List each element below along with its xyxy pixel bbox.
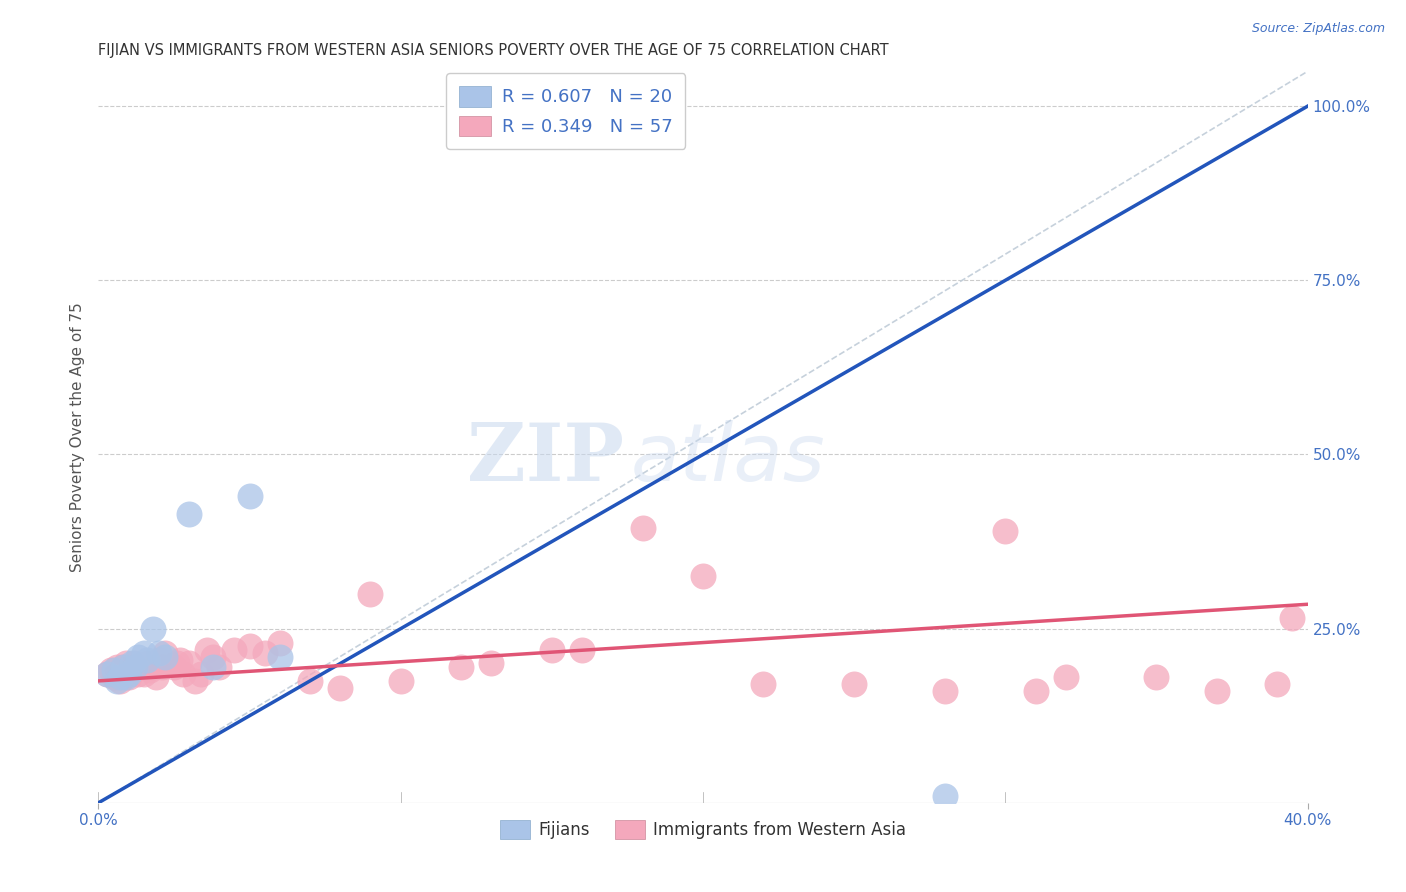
Point (118, 670, 141, 684)
Point (360, 587, 382, 601)
Point (121, 664, 143, 678)
Point (269, 649, 291, 664)
Point (118, 667, 141, 681)
Point (132, 646, 155, 660)
Point (208, 660, 231, 674)
Point (1206, 684, 1229, 698)
Point (329, 681, 352, 695)
Point (103, 670, 125, 684)
Point (163, 660, 186, 674)
Point (202, 649, 225, 664)
Point (190, 667, 212, 681)
Point (118, 667, 141, 681)
Point (127, 667, 149, 681)
Point (166, 657, 188, 671)
Point (253, 646, 276, 660)
Point (934, 684, 956, 698)
Text: FIJIAN VS IMMIGRANTS FROM WESTERN ASIA SENIORS POVERTY OVER THE AGE OF 75 CORREL: FIJIAN VS IMMIGRANTS FROM WESTERN ASIA S… (98, 43, 889, 58)
Point (153, 649, 176, 664)
Point (934, 789, 956, 803)
Point (105, 660, 128, 674)
Point (195, 642, 218, 657)
Text: ZIP: ZIP (467, 420, 624, 498)
Point (1024, 684, 1046, 698)
Point (111, 660, 134, 674)
Point (124, 657, 146, 671)
Point (108, 673, 131, 688)
Point (124, 660, 146, 674)
Point (184, 673, 207, 688)
Point (129, 660, 152, 674)
Point (299, 673, 322, 688)
Point (844, 677, 866, 691)
Point (127, 649, 149, 664)
Point (692, 569, 714, 583)
Point (450, 660, 472, 674)
Point (100, 664, 122, 678)
Point (153, 646, 176, 660)
Point (121, 657, 143, 671)
Point (389, 673, 412, 688)
Point (111, 660, 134, 674)
Point (142, 622, 165, 636)
Text: atlas: atlas (630, 420, 825, 498)
Point (752, 677, 775, 691)
Point (481, 657, 503, 671)
Point (103, 664, 125, 678)
Point (148, 653, 170, 667)
Point (135, 657, 157, 671)
Point (142, 660, 165, 674)
Point (239, 639, 262, 653)
Point (135, 653, 157, 667)
Point (148, 646, 170, 660)
Point (1144, 670, 1167, 684)
Point (631, 521, 654, 535)
Point (1281, 611, 1303, 625)
Point (239, 489, 262, 503)
Point (150, 660, 173, 674)
Point (202, 660, 225, 674)
Point (108, 670, 131, 684)
Point (224, 642, 246, 657)
Point (179, 657, 201, 671)
Point (114, 657, 136, 671)
Point (145, 670, 167, 684)
Point (571, 642, 593, 657)
Point (105, 673, 128, 688)
Point (96, 667, 118, 681)
Point (139, 664, 162, 678)
Point (108, 667, 131, 681)
Point (132, 667, 155, 681)
Text: Source: ZipAtlas.com: Source: ZipAtlas.com (1251, 22, 1385, 36)
Point (172, 667, 194, 681)
Point (114, 670, 136, 684)
Point (1267, 677, 1289, 691)
Y-axis label: Seniors Poverty Over the Age of 75: Seniors Poverty Over the Age of 75 (69, 302, 84, 572)
Point (96, 667, 118, 681)
Point (1054, 670, 1077, 684)
Legend: Fijians, Immigrants from Western Asia: Fijians, Immigrants from Western Asia (494, 814, 912, 846)
Point (179, 507, 201, 521)
Point (269, 635, 291, 649)
Point (156, 657, 179, 671)
Point (540, 642, 562, 657)
Point (169, 653, 191, 667)
Point (994, 524, 1017, 538)
